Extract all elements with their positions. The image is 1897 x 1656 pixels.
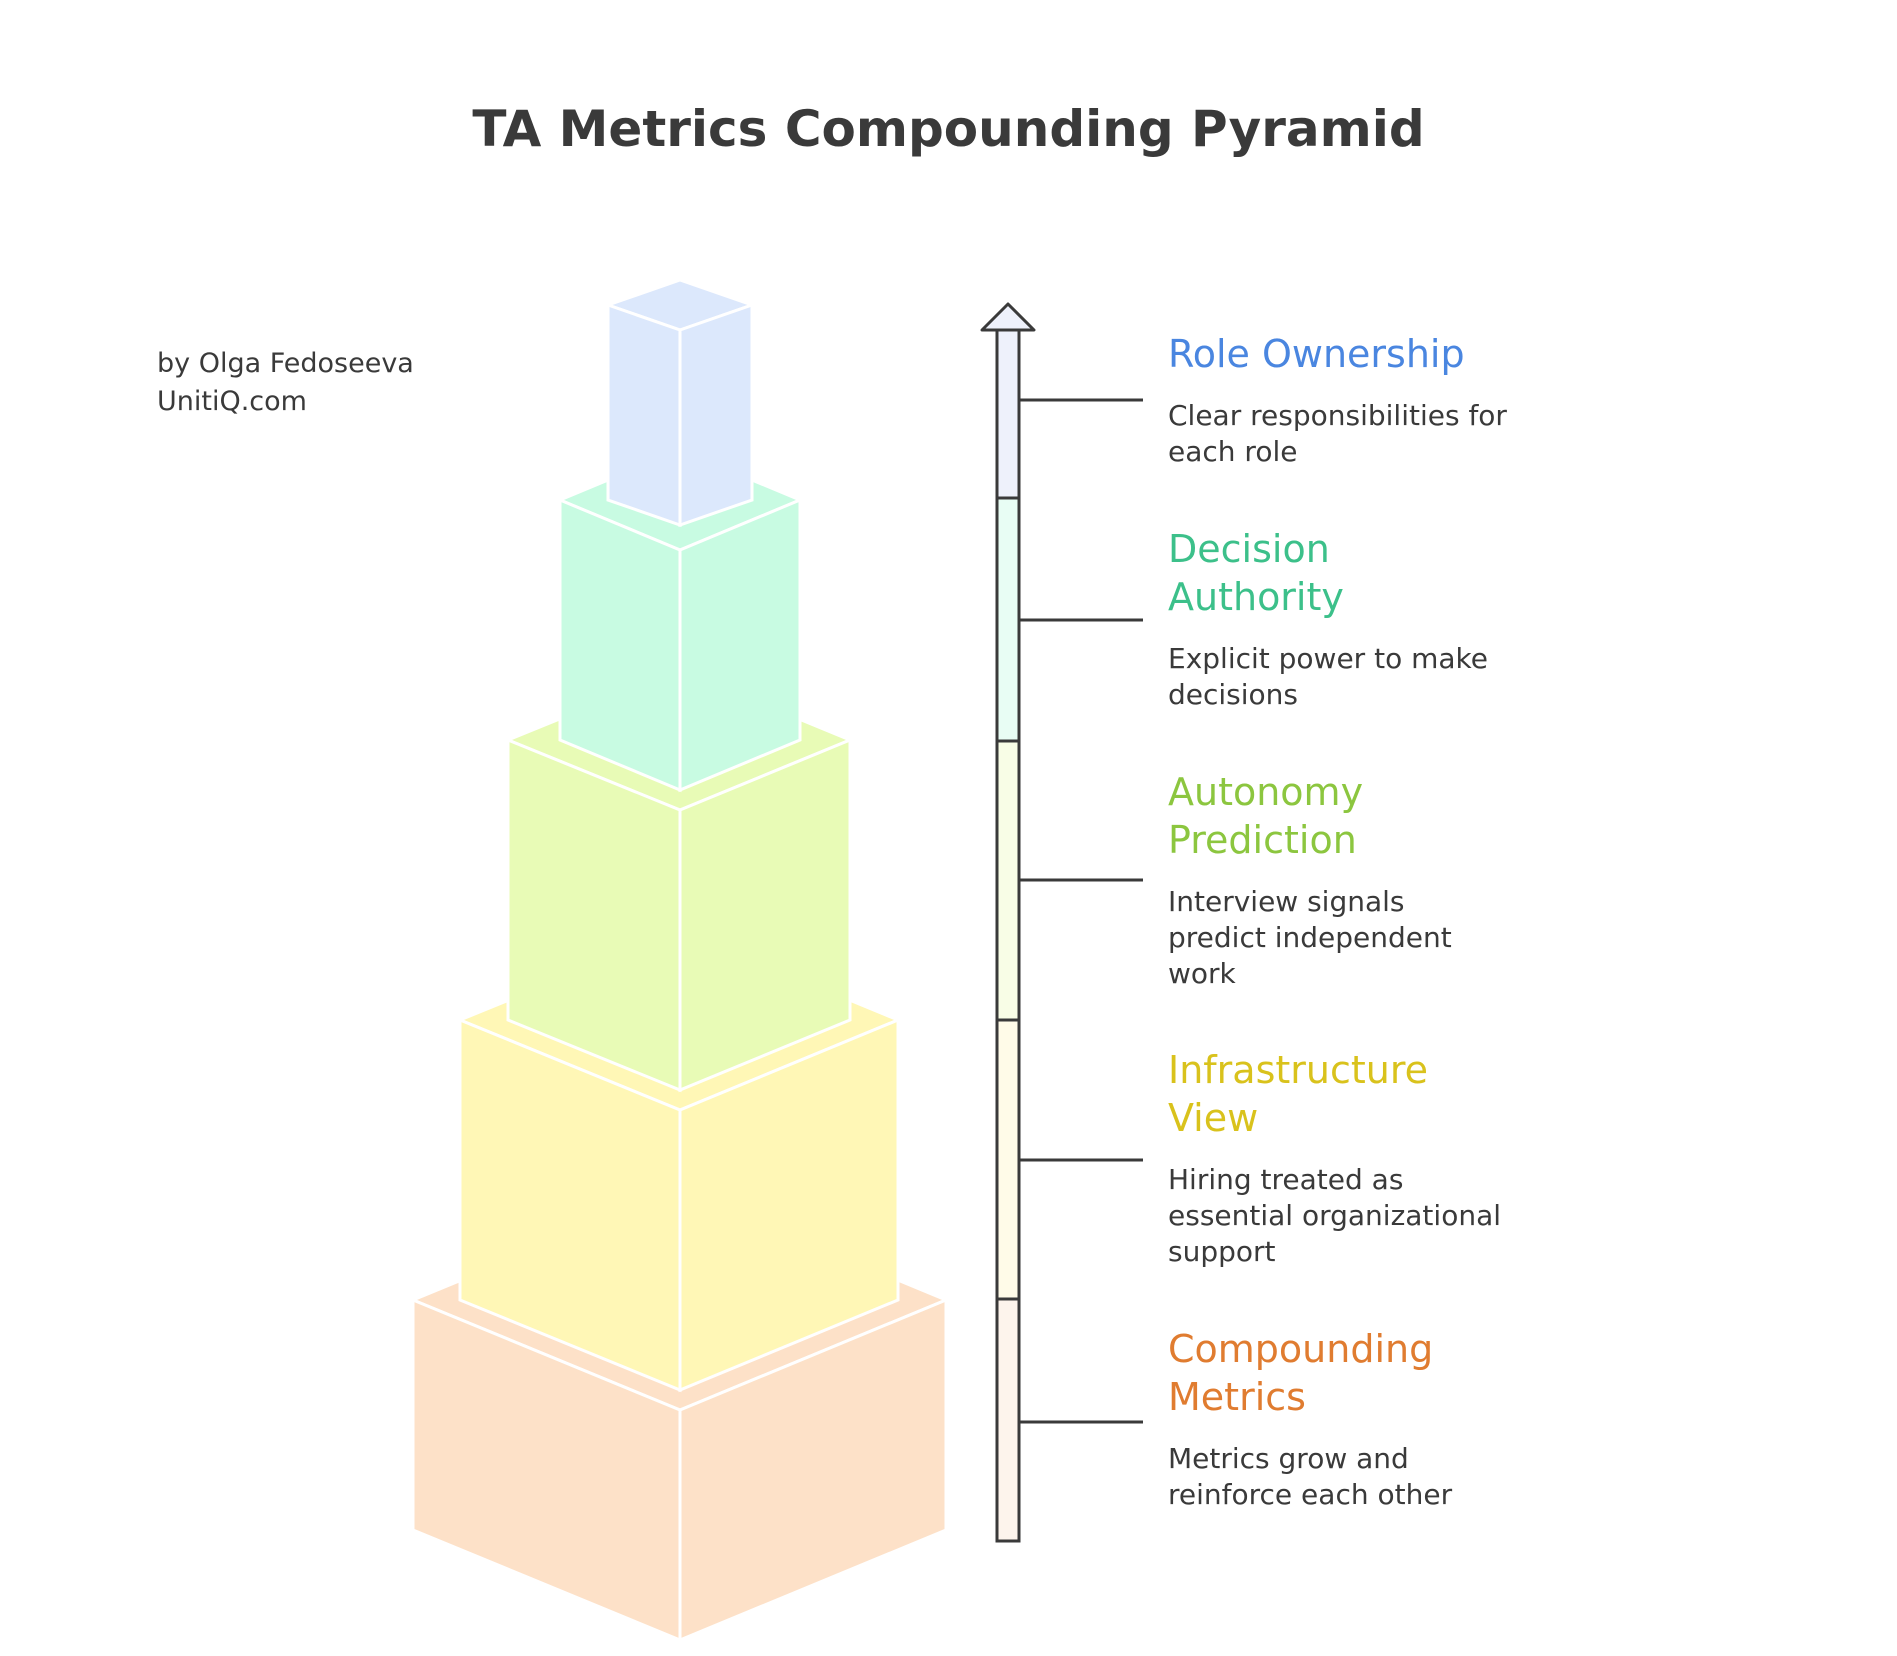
level-autonomy-prediction: Autonomy Prediction Interview signals pr… xyxy=(1168,768,1588,992)
progress-arrow xyxy=(980,302,1143,1543)
level-title: Compounding Metrics xyxy=(1168,1325,1588,1421)
level-infrastructure-view: Infrastructure View Hiring treated as es… xyxy=(1168,1046,1588,1270)
level-title-line1: Infrastructure xyxy=(1168,1048,1429,1092)
block-right-face xyxy=(678,1017,900,1393)
level-title-line1: Autonomy xyxy=(1168,770,1364,814)
level-compounding-metrics: Compounding Metrics Metrics grow and rei… xyxy=(1168,1325,1588,1513)
level-desc-line2: each role xyxy=(1168,435,1298,468)
level-desc-line3: support xyxy=(1168,1235,1276,1268)
arrow-head-icon xyxy=(980,302,1036,332)
level-description: Explicit power to make decisions xyxy=(1168,641,1588,713)
level-title-line1: Role Ownership xyxy=(1168,332,1465,376)
author-name: by Olga Fedoseeva xyxy=(157,348,414,379)
level-title-line1: Compounding xyxy=(1168,1327,1434,1371)
block-right-face xyxy=(678,302,754,528)
level-desc-line2: essential organizational xyxy=(1168,1199,1502,1232)
level-desc-line1: Explicit power to make xyxy=(1168,642,1488,675)
level-title-line1: Decision xyxy=(1168,527,1330,571)
level-desc-line2: reinforce each other xyxy=(1168,1478,1453,1511)
level-title-line2: View xyxy=(1168,1096,1259,1140)
author-credit: by Olga Fedoseeva UnitiQ.com xyxy=(157,345,414,421)
level-description: Metrics grow and reinforce each other xyxy=(1168,1441,1588,1513)
level-desc-line1: Clear responsibilities for xyxy=(1168,399,1507,432)
level-desc-line1: Interview signals xyxy=(1168,885,1405,918)
level-title: Role Ownership xyxy=(1168,330,1588,378)
level-description: Interview signals predict independent wo… xyxy=(1168,884,1588,992)
level-title-line2: Metrics xyxy=(1168,1375,1306,1419)
block-right-face xyxy=(678,497,802,793)
bar-segment-autonomy-prediction xyxy=(995,739,1021,1022)
pyramid-block-decision-authority xyxy=(556,448,804,793)
level-desc-line2: decisions xyxy=(1168,678,1299,711)
level-desc-line3: work xyxy=(1168,957,1236,990)
level-desc-line1: Hiring treated as xyxy=(1168,1163,1404,1196)
level-title-line2: Authority xyxy=(1168,575,1344,619)
level-desc-line1: Metrics grow and xyxy=(1168,1442,1409,1475)
author-site: UnitiQ.com xyxy=(157,386,307,417)
block-right-face xyxy=(678,1297,948,1643)
level-title: Infrastructure View xyxy=(1168,1046,1588,1142)
bar-segment-role-ownership xyxy=(995,328,1021,500)
block-left-face xyxy=(606,302,682,528)
level-title-line2: Prediction xyxy=(1168,818,1357,862)
level-description: Clear responsibilities for each role xyxy=(1168,398,1588,470)
bar-segment-infrastructure-view xyxy=(995,1018,1021,1301)
bar-segment-decision-authority xyxy=(995,496,1021,743)
block-left-face xyxy=(558,497,682,793)
level-title: Autonomy Prediction xyxy=(1168,768,1588,864)
level-description: Hiring treated as essential organization… xyxy=(1168,1162,1588,1270)
page-title: TA Metrics Compounding Pyramid xyxy=(472,100,1425,158)
pyramid-block-role-ownership xyxy=(603,278,757,528)
block-right-face xyxy=(678,737,852,1093)
level-desc-line2: predict independent xyxy=(1168,921,1452,954)
level-title: Decision Authority xyxy=(1168,525,1588,621)
bar-segment-compounding-metrics xyxy=(995,1297,1021,1543)
level-role-ownership: Role Ownership Clear responsibilities fo… xyxy=(1168,330,1588,470)
level-decision-authority: Decision Authority Explicit power to mak… xyxy=(1168,525,1588,713)
